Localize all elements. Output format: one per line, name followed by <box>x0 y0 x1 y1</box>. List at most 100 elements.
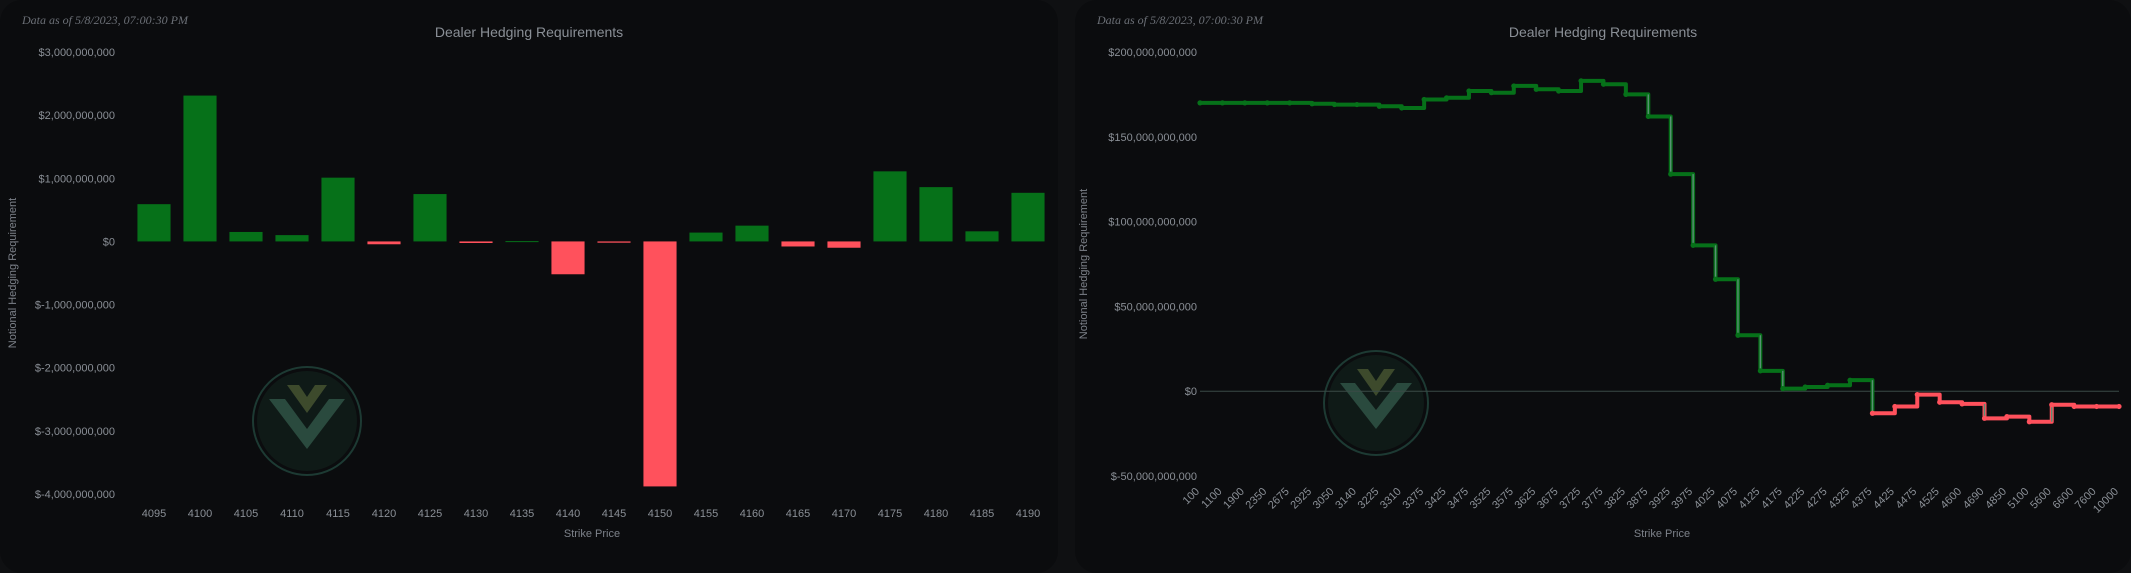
x-tick-label: 3050 <box>1311 486 1337 512</box>
series-line-segment <box>1401 99 1427 110</box>
series-point <box>1421 96 1427 103</box>
bar <box>643 241 677 487</box>
series-point <box>2049 402 2055 408</box>
x-tick-label: 4105 <box>234 508 258 520</box>
series-point <box>1757 368 1763 374</box>
series-line-segment <box>1312 101 1337 106</box>
series-line-segment <box>1446 91 1471 100</box>
bar <box>551 241 585 275</box>
y-axis-label: Notional Hedging Requirement <box>7 198 19 348</box>
series-line-segment <box>1715 277 1740 336</box>
series-point <box>1578 78 1584 84</box>
y-tick-label: $0 <box>103 236 115 248</box>
y-tick-label: $200,000,000,000 <box>1108 47 1197 59</box>
x-tick-label: 3140 <box>1333 486 1359 512</box>
x-tick-label: 3425 <box>1423 486 1449 512</box>
x-tick-label: 4160 <box>740 508 764 520</box>
series-line-segment <box>1917 392 1942 403</box>
series-line-segment <box>2006 414 2032 422</box>
series-point <box>1600 81 1607 87</box>
x-tick-label: 4145 <box>602 508 626 520</box>
series-line-segment <box>1760 368 1785 389</box>
chart-panel-left: Data as of 5/8/2023, 07:00:30 PM Dealer … <box>0 0 1058 573</box>
x-tick-label: 4325 <box>1826 486 1852 512</box>
series-line-segment <box>1962 401 1987 419</box>
y-tick-label: $0 <box>1185 386 1197 398</box>
x-tick-label: 5100 <box>2006 486 2032 512</box>
series-line-segment <box>1670 172 1696 246</box>
series-line-segment <box>1513 83 1539 90</box>
chart-title: Dealer Hedging Requirements <box>435 24 623 40</box>
series-point <box>1264 100 1270 106</box>
x-tick-label: 4155 <box>694 508 718 520</box>
series-line-segment <box>1289 100 1315 105</box>
series-point <box>1825 382 1831 388</box>
x-tick-label: 4170 <box>832 508 856 520</box>
series-point <box>1981 415 1988 421</box>
series-point <box>1399 105 1405 111</box>
chart-title: Dealer Hedging Requirements <box>1509 24 1697 40</box>
x-tick-label: 3575 <box>1490 486 1516 512</box>
series-point <box>1780 386 1786 392</box>
y-tick-label: $150,000,000,000 <box>1108 132 1197 144</box>
bar <box>873 171 907 242</box>
y-tick-label: $2,000,000,000 <box>39 110 115 122</box>
x-tick-label: 4095 <box>142 508 166 520</box>
y-tick-label: $-50,000,000,000 <box>1111 471 1197 483</box>
bar <box>735 225 769 242</box>
x-tick-label: 2350 <box>1244 486 1270 512</box>
series-line-segment <box>1379 104 1404 109</box>
series-point <box>1242 100 1248 106</box>
x-tick-label: 2925 <box>1288 486 1314 512</box>
x-tick-label: 4125 <box>418 508 442 520</box>
x-tick-label: 4025 <box>1692 486 1718 512</box>
series-line-segment <box>1648 114 1673 175</box>
series-point <box>1735 332 1741 338</box>
series-point <box>1287 100 1293 106</box>
series-point <box>2116 403 2122 410</box>
series-point <box>1556 88 1562 94</box>
x-axis-label: Strike Price <box>1634 528 1690 540</box>
y-tick-label: $-1,000,000,000 <box>35 300 115 312</box>
x-tick-label: 3625 <box>1513 486 1539 512</box>
bar <box>321 177 355 242</box>
x-tick-label: 4175 <box>878 508 902 520</box>
series-point <box>1668 171 1674 177</box>
series-line-segment <box>1827 380 1853 388</box>
series-point <box>1802 384 1808 390</box>
x-tick-label: 3225 <box>1356 486 1382 512</box>
series-line-segment <box>1737 333 1763 371</box>
series-point <box>1959 401 1965 407</box>
series-line-segment <box>1693 243 1718 280</box>
x-tick-label: 4150 <box>648 508 672 520</box>
series-line-segment <box>1939 400 1965 405</box>
x-tick-label: 4125 <box>1737 486 1763 512</box>
bar <box>413 194 447 242</box>
series-line-segment <box>1805 384 1830 389</box>
bar <box>183 95 217 242</box>
series-point <box>1869 410 1876 416</box>
x-tick-label: 4525 <box>1916 486 1942 512</box>
x-tick-label: 4375 <box>1849 486 1875 512</box>
x-tick-label: 3675 <box>1535 486 1561 512</box>
series-line-segment <box>1536 87 1561 92</box>
x-tick-label: 3525 <box>1468 486 1494 512</box>
series-line-segment <box>1850 378 1875 414</box>
x-tick-label: 4075 <box>1714 486 1740 512</box>
x-tick-label: 3825 <box>1602 486 1628 512</box>
x-tick-label: 4275 <box>1804 486 1830 512</box>
x-tick-label: 4185 <box>970 508 994 520</box>
series-line-segment <box>1558 80 1584 94</box>
series-point <box>1533 86 1539 92</box>
series-point <box>1443 95 1450 101</box>
x-tick-label: 5600 <box>2028 486 2054 512</box>
x-tick-label: 2675 <box>1266 486 1292 512</box>
series-point <box>1623 91 1629 97</box>
series-point <box>1712 276 1719 282</box>
x-tick-label: 6600 <box>2050 486 2076 512</box>
x-tick-label: 100 <box>1181 486 1202 507</box>
series-point <box>2093 403 2100 410</box>
chart-panel-right: Data as of 5/8/2023, 07:00:30 PM Dealer … <box>1075 0 2131 573</box>
y-tick-label: $50,000,000,000 <box>1114 301 1197 313</box>
x-tick-label: 3975 <box>1669 486 1695 512</box>
